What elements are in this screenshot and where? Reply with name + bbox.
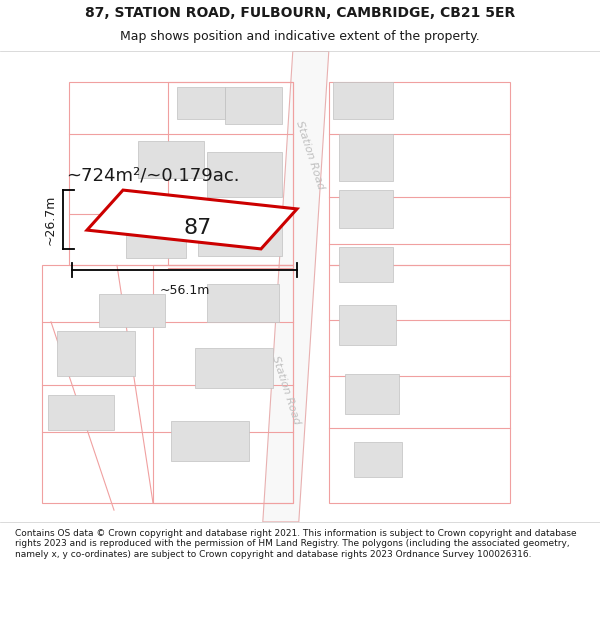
Text: ~724m²/~0.179ac.: ~724m²/~0.179ac. (66, 167, 240, 185)
Polygon shape (345, 374, 399, 414)
Text: Map shows position and indicative extent of the property.: Map shows position and indicative extent… (120, 31, 480, 43)
Text: ~26.7m: ~26.7m (44, 194, 57, 244)
Polygon shape (354, 442, 402, 477)
Polygon shape (339, 246, 393, 282)
Polygon shape (339, 306, 396, 346)
Polygon shape (87, 190, 297, 249)
Polygon shape (225, 86, 282, 124)
Text: Station Road: Station Road (270, 354, 301, 426)
Text: Contains OS data © Crown copyright and database right 2021. This information is : Contains OS data © Crown copyright and d… (15, 529, 577, 559)
Text: Station Road: Station Road (294, 119, 325, 191)
Polygon shape (48, 395, 114, 430)
Polygon shape (99, 294, 165, 327)
Polygon shape (171, 421, 249, 461)
Polygon shape (207, 152, 282, 197)
Polygon shape (339, 134, 393, 181)
Text: 87: 87 (184, 217, 212, 238)
Polygon shape (177, 86, 225, 119)
Polygon shape (333, 82, 393, 119)
Polygon shape (126, 226, 186, 258)
Polygon shape (195, 348, 273, 388)
Polygon shape (198, 216, 282, 256)
Polygon shape (263, 51, 329, 522)
Text: ~56.1m: ~56.1m (160, 284, 209, 298)
Text: 87, STATION ROAD, FULBOURN, CAMBRIDGE, CB21 5ER: 87, STATION ROAD, FULBOURN, CAMBRIDGE, C… (85, 6, 515, 20)
Polygon shape (207, 284, 279, 322)
Polygon shape (339, 190, 393, 228)
Polygon shape (138, 141, 204, 178)
Polygon shape (57, 331, 135, 376)
